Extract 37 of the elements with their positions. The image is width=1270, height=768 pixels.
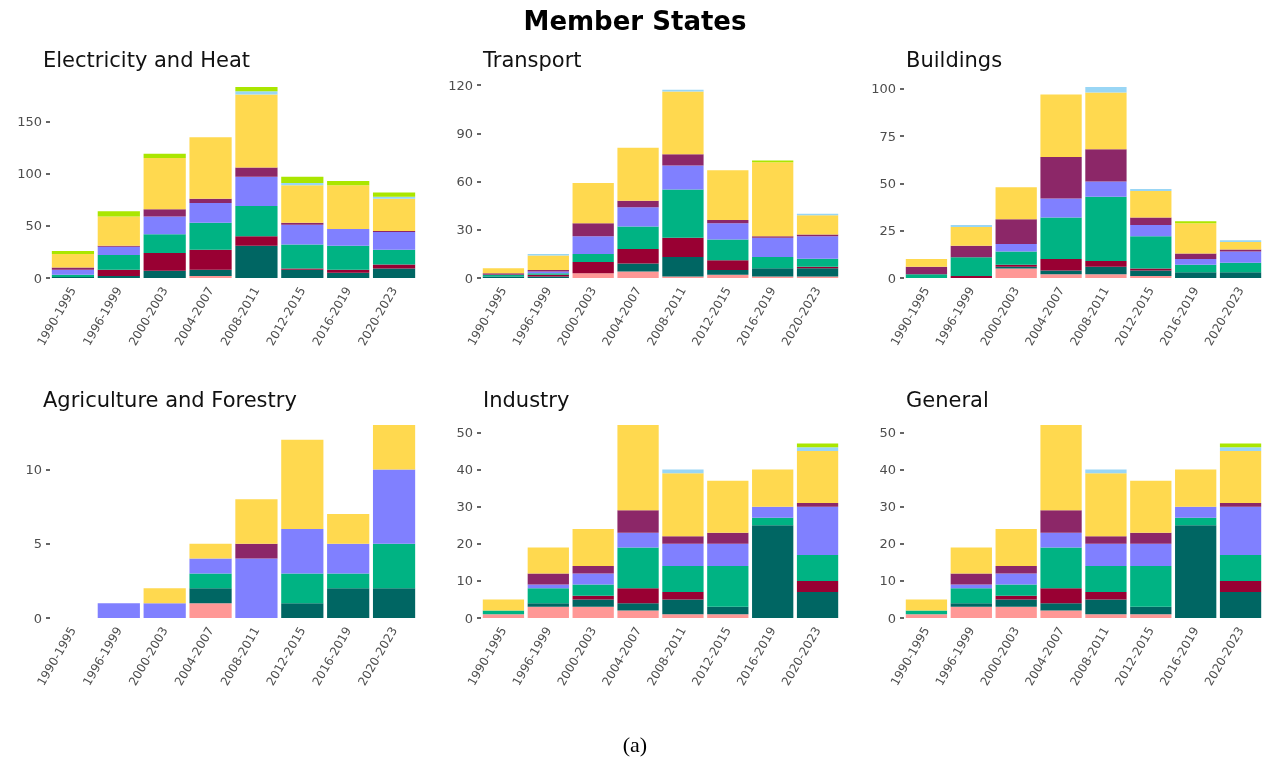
chart-title: Transport: [482, 47, 582, 72]
y-tick-label: 0: [464, 610, 473, 626]
y-tick-label: 40: [456, 462, 473, 478]
y-tick-label: 50: [879, 424, 896, 440]
y-tick-label: 150: [17, 114, 42, 130]
y-tick-label: 20: [879, 536, 896, 552]
chart-title: Agriculture and Forestry: [43, 387, 297, 412]
y-tick-label: 5: [33, 536, 42, 552]
y-tick-label: 40: [879, 462, 896, 478]
chart-title: Buildings: [906, 47, 1003, 72]
y-tick-label: 120: [448, 77, 473, 93]
y-tick-label: 75: [879, 128, 896, 144]
y-tick-label: 30: [456, 222, 473, 238]
y-tick-label: 50: [879, 175, 896, 191]
y-tick-label: 0: [464, 270, 473, 286]
y-tick-label: 25: [879, 223, 896, 239]
y-tick-label: 100: [871, 81, 896, 97]
chart-title: Electricity and Heat: [43, 47, 250, 72]
y-tick-label: 0: [33, 610, 42, 626]
y-tick-label: 30: [456, 499, 473, 515]
y-tick-label: 0: [887, 270, 896, 286]
chart-title: General: [906, 387, 989, 412]
y-tick-label: 100: [17, 166, 42, 182]
y-tick-label: 10: [456, 573, 473, 589]
text: (a): [621, 732, 649, 758]
chart-title: Industry: [483, 387, 570, 412]
y-tick-label: 90: [456, 125, 473, 141]
y-tick-label: 0: [33, 270, 42, 286]
y-tick-label: 50: [456, 424, 473, 440]
y-tick-label: 0: [887, 610, 896, 626]
text: Member States: [522, 6, 748, 36]
y-tick-label: 60: [456, 174, 473, 189]
y-tick-label: 10: [25, 462, 42, 478]
y-tick-label: 30: [879, 499, 896, 515]
y-tick-label: 20: [456, 536, 473, 552]
y-tick-label: 10: [879, 573, 896, 589]
y-tick-label: 50: [25, 218, 42, 234]
